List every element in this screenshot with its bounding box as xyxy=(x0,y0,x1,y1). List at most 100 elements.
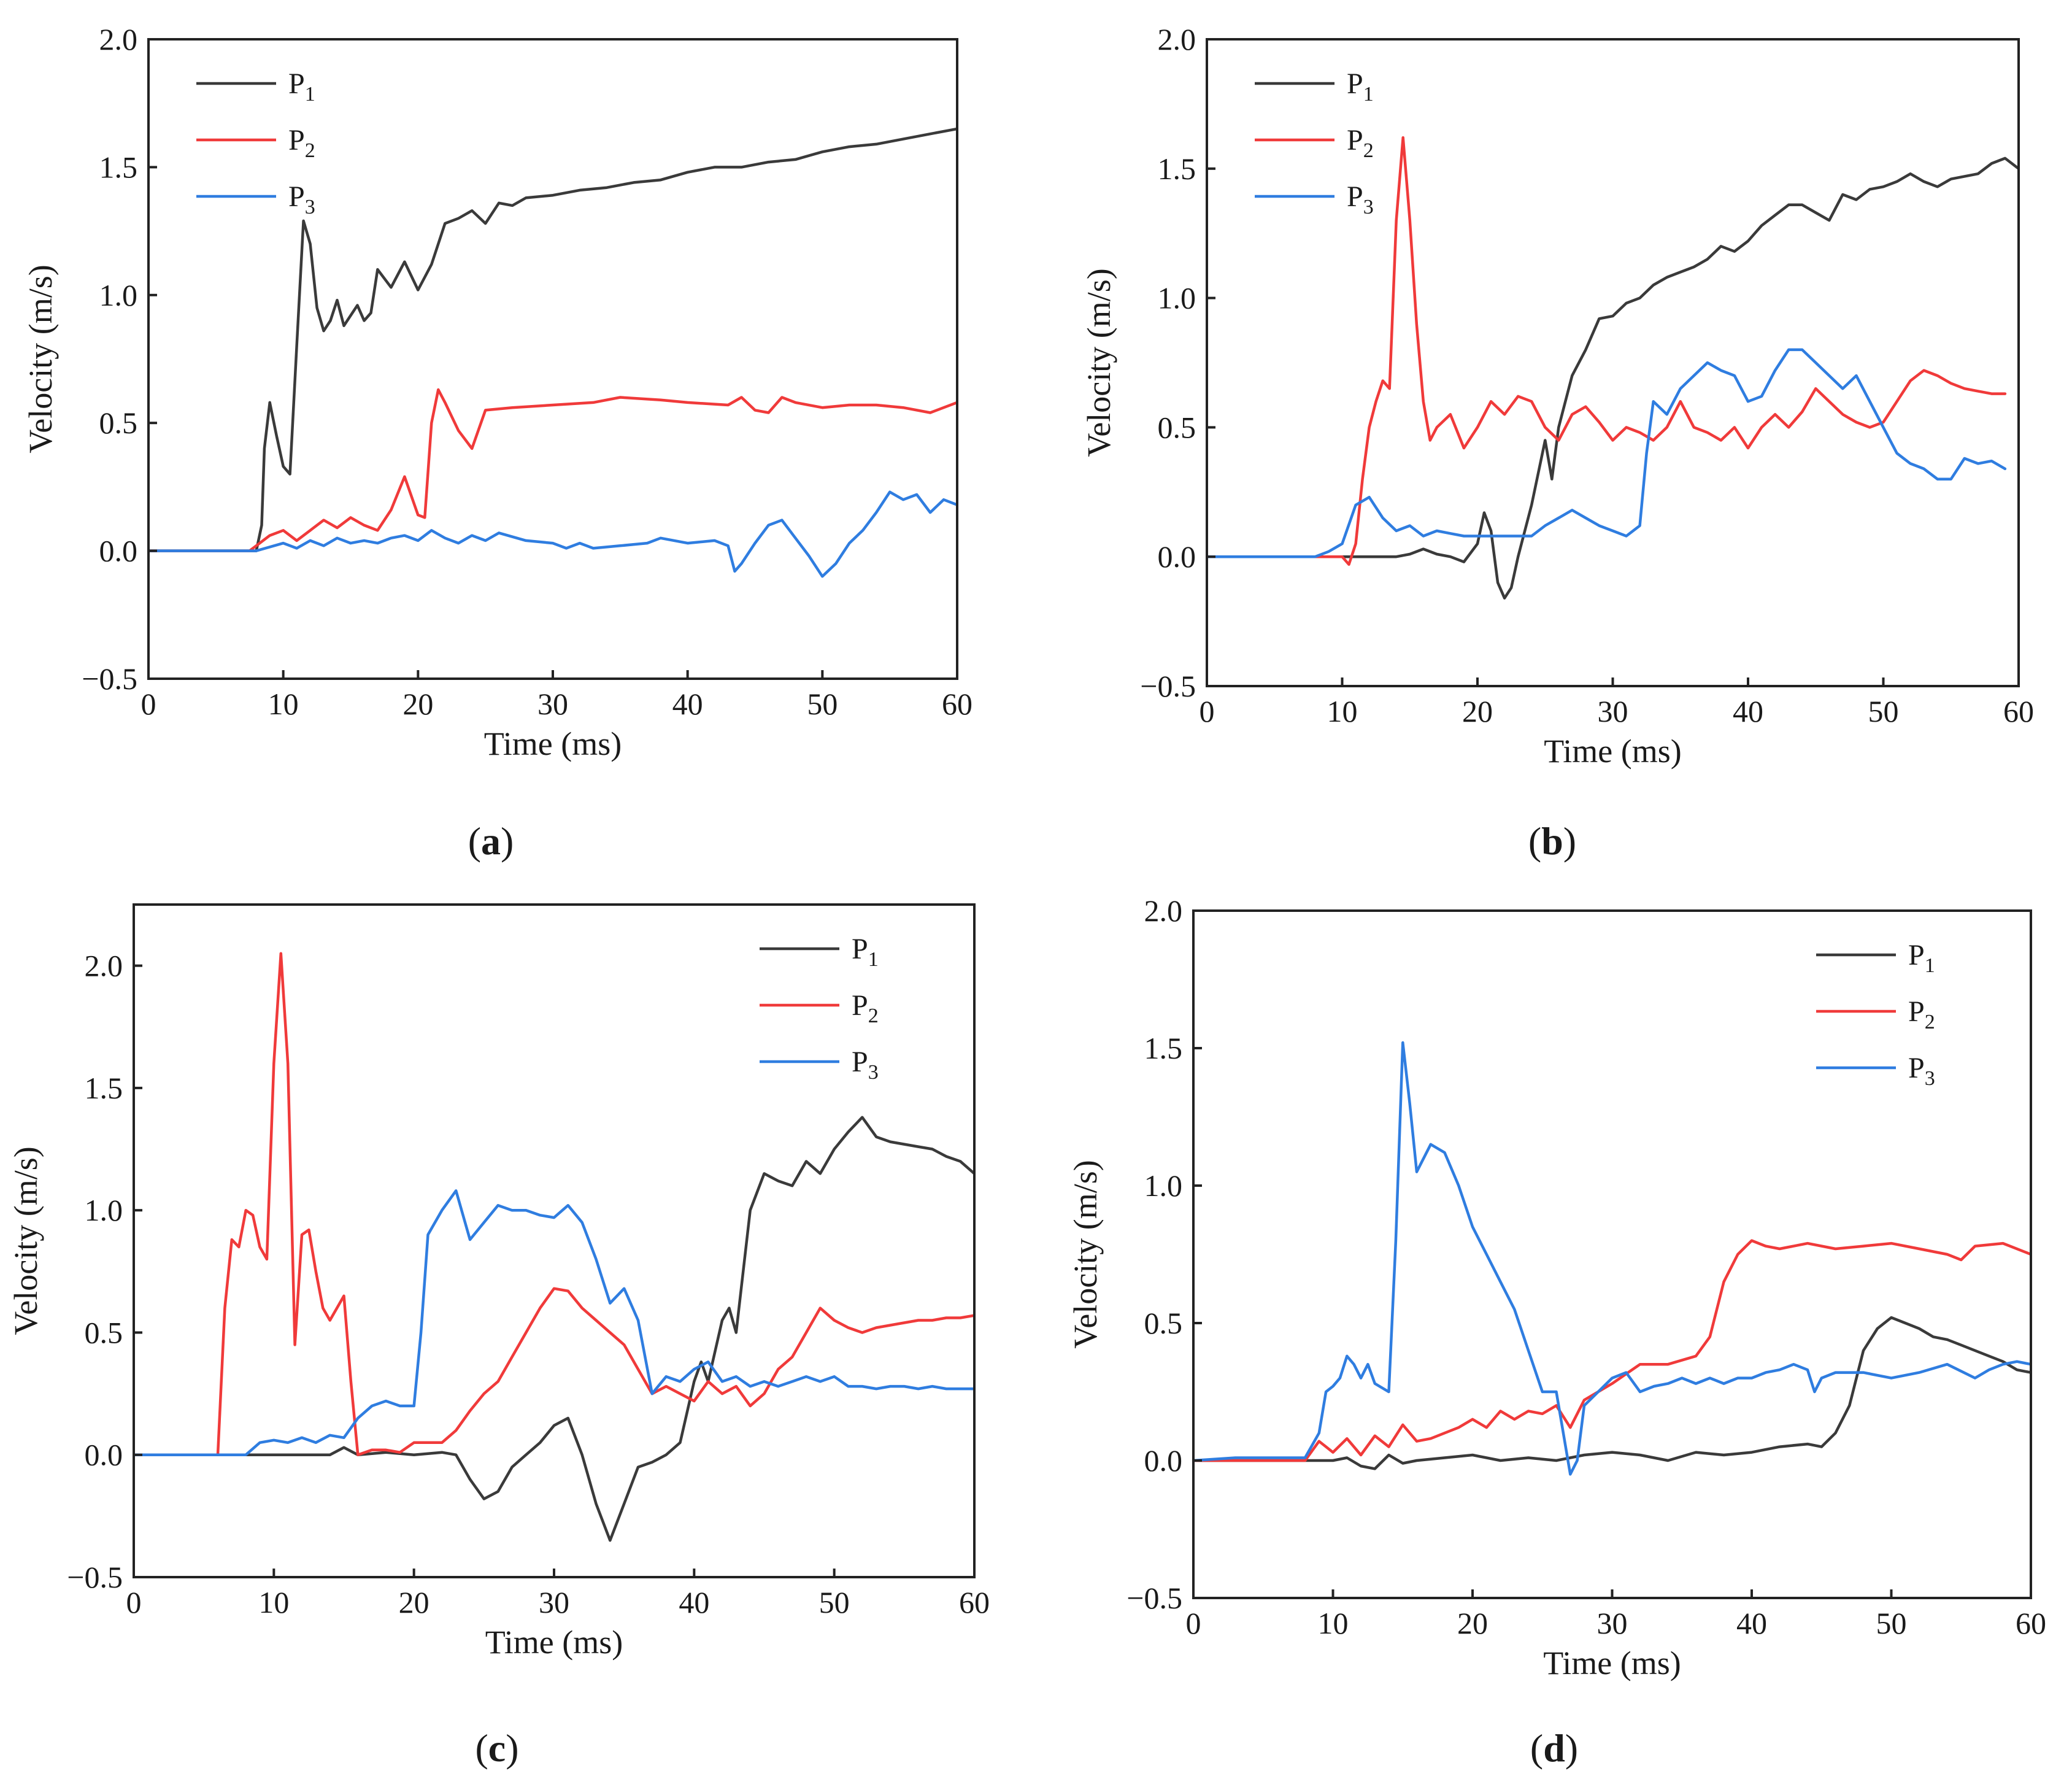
panel-c-caption-letter: c xyxy=(488,1726,506,1770)
panel-b-y-tick-label: 1.5 xyxy=(1158,152,1196,186)
panel-a-caption-open: ( xyxy=(468,819,481,863)
panel-d-plot-frame xyxy=(1192,909,2032,1599)
panel-c-x-tick-label: 0 xyxy=(126,1585,142,1619)
panel-d-y-tick-label: 1.5 xyxy=(1144,1031,1183,1065)
panel-a-x-tick-label: 50 xyxy=(807,687,838,721)
panel-a-y-tick-label: 0.0 xyxy=(99,534,138,568)
panel-c-series-p3-line xyxy=(134,1189,974,1456)
panel-c-y-tick-label: 0.0 xyxy=(85,1438,123,1472)
panel-c-y-tick-label: −0.5 xyxy=(67,1560,123,1594)
panel-b-plot-frame xyxy=(1206,38,2020,687)
panel-a-y-tick-label: 2.0 xyxy=(99,22,138,56)
panel-c-x-tick-label: 40 xyxy=(679,1585,709,1619)
panel-a-legend-label-p2: P2 xyxy=(288,124,315,162)
panel-b-legend: P1 P2 P3 xyxy=(1255,68,1374,218)
panel-d-y-tick-label: 0.0 xyxy=(1144,1443,1183,1478)
panel-a-y-axis-label: Velocity (m/s) xyxy=(22,264,59,453)
panel-a-y-tick-label: 1.5 xyxy=(99,150,138,184)
panel-b-x-tick-label: 60 xyxy=(2003,694,2034,728)
panel-d-x-axis-label: Time (ms) xyxy=(1543,1645,1681,1681)
panel-d-legend-label-p1: P1 xyxy=(1908,939,1935,977)
panel-b-y-tick-label: −0.5 xyxy=(1140,669,1196,703)
panel-d-x-tick-label: 10 xyxy=(1318,1606,1349,1640)
panel-d-series-p2-line xyxy=(1193,1239,2031,1462)
panel-c-series-p2-line xyxy=(134,952,974,1456)
panel-d-y-tick-label: 0.5 xyxy=(1144,1306,1183,1340)
panel-a-caption-letter: a xyxy=(481,819,501,863)
panel-d-x-tick-label: 50 xyxy=(1876,1606,1907,1640)
panel-c-y-tick-label: 2.0 xyxy=(85,949,123,983)
panel-b-caption-close: ) xyxy=(1563,819,1576,863)
panel-d-legend-label-p2: P2 xyxy=(1908,995,1935,1033)
panel-b-y-tick-label: 1.0 xyxy=(1158,281,1196,315)
panel-c-legend-sub-p1: 1 xyxy=(868,948,879,971)
panel-b-series-p2-line xyxy=(1207,136,2007,566)
panel-b-y-tick-label: 0.5 xyxy=(1158,410,1196,444)
panel-c-series-group xyxy=(134,952,974,1542)
panel-c-caption-open: ( xyxy=(475,1726,488,1770)
panel-a-x-tick-label: 30 xyxy=(537,687,568,721)
panel-d-x-tick-label: 30 xyxy=(1597,1606,1628,1640)
panel-b-y-axis-label: Velocity (m/s) xyxy=(1080,268,1117,457)
panel-b-caption-open: ( xyxy=(1528,819,1541,863)
panel-a-x-tick-label: 40 xyxy=(672,687,703,721)
panel-d-legend-sub-p1: 1 xyxy=(1925,954,1935,977)
panel-a-x-tick-label: 10 xyxy=(268,687,299,721)
panel-b-legend-sub-p3: 3 xyxy=(1363,196,1374,218)
panel-c-x-tick-label: 10 xyxy=(258,1585,289,1619)
panel-b-series-p1-line xyxy=(1207,156,2019,600)
panel-d-x-tick-label: 20 xyxy=(1457,1606,1488,1640)
panel-c-y-tick-label: 1.0 xyxy=(85,1193,123,1227)
panel-a-legend-sub-p1: 1 xyxy=(305,83,315,106)
panel-a-x-tick-label: 60 xyxy=(942,687,972,721)
panel-a-series-p1-line xyxy=(148,127,957,552)
panel-c-caption: (c) xyxy=(475,1726,518,1770)
panel-c-x-tick-label: 30 xyxy=(539,1585,569,1619)
panel-d-y-tick-label: 1.0 xyxy=(1144,1168,1183,1203)
panel-c: 0 10 20 30 40 50 60 −0.5 0.0 0.5 1.0 1.5 2.0 Time (ms… xyxy=(7,903,990,1770)
panel-c-y-axis-label: Velocity (m/s) xyxy=(7,1146,44,1335)
panel-c-legend-sub-p3: 3 xyxy=(868,1061,879,1084)
panel-b-caption: (b) xyxy=(1528,819,1576,863)
panel-d-x-tick-label: 0 xyxy=(1186,1606,1201,1640)
panel-d-legend: P1 P2 P3 xyxy=(1816,939,1935,1090)
panel-b-x-tick-label: 10 xyxy=(1327,694,1358,728)
panel-a-x-tick-label: 0 xyxy=(141,687,156,721)
panel-d-caption: (d) xyxy=(1530,1726,1578,1770)
panel-d-legend-label-p3: P3 xyxy=(1908,1052,1935,1090)
panel-c-x-tick-label: 50 xyxy=(819,1585,850,1619)
panel-a-series-p3-line xyxy=(148,490,957,578)
panel-d-y-axis-label: Velocity (m/s) xyxy=(1067,1160,1104,1348)
panel-d-caption-close: ) xyxy=(1565,1726,1578,1770)
panel-a-legend-sub-p3: 3 xyxy=(305,196,315,218)
panel-c-y-tick-label: 1.5 xyxy=(85,1071,123,1105)
panel-d-series-p3-line xyxy=(1193,1041,2031,1476)
panel-c-caption-close: ) xyxy=(506,1726,518,1770)
panel-a-y-tick-label: 1.0 xyxy=(99,278,138,312)
panel-d-caption-open: ( xyxy=(1530,1726,1543,1770)
panel-d-series-p1-line xyxy=(1193,1316,2031,1470)
panel-a-x-tick-label: 20 xyxy=(402,687,433,721)
panel-a-legend-label-p1: P1 xyxy=(288,68,315,106)
panel-d-caption-letter: d xyxy=(1543,1726,1565,1770)
panel-d-x-tick-label: 40 xyxy=(1736,1606,1767,1640)
panel-b-x-tick-label: 20 xyxy=(1462,694,1493,728)
panel-b-caption-letter: b xyxy=(1541,819,1563,863)
panel-c-x-axis-label: Time (ms) xyxy=(485,1624,623,1661)
panel-a-y-tick-label: −0.5 xyxy=(82,662,137,696)
panel-c-legend-sub-p2: 2 xyxy=(868,1005,879,1027)
panel-b-x-tick-label: 30 xyxy=(1598,694,1628,728)
panel-d-x-tick-label: 60 xyxy=(2016,1606,2046,1640)
panel-b-y-tick-label: 2.0 xyxy=(1158,22,1196,56)
panel-a: 0 10 20 30 40 50 60 −0.5 0.0 0.5 1.0 1.5 2.0 Time (ms… xyxy=(22,22,972,863)
panel-a-legend: P1 P2 P3 xyxy=(196,68,315,218)
panel-b-legend-label-p2: P2 xyxy=(1347,124,1374,162)
panel-c-y-tick-label: 0.5 xyxy=(85,1315,123,1349)
panel-a-series-group xyxy=(148,127,957,578)
panel-b-x-axis-label: Time (ms) xyxy=(1544,733,1682,770)
panel-c-legend-label-p1: P1 xyxy=(852,933,879,971)
panel-b-legend-label-p3: P3 xyxy=(1347,180,1374,218)
panel-d: 0 10 20 30 40 50 60 −0.5 0.0 0.5 1.0 1.5 2.0 Time (ms… xyxy=(1067,894,2046,1770)
panel-d-series-group xyxy=(1193,1041,2031,1476)
panel-c-legend-label-p3: P3 xyxy=(852,1046,879,1084)
